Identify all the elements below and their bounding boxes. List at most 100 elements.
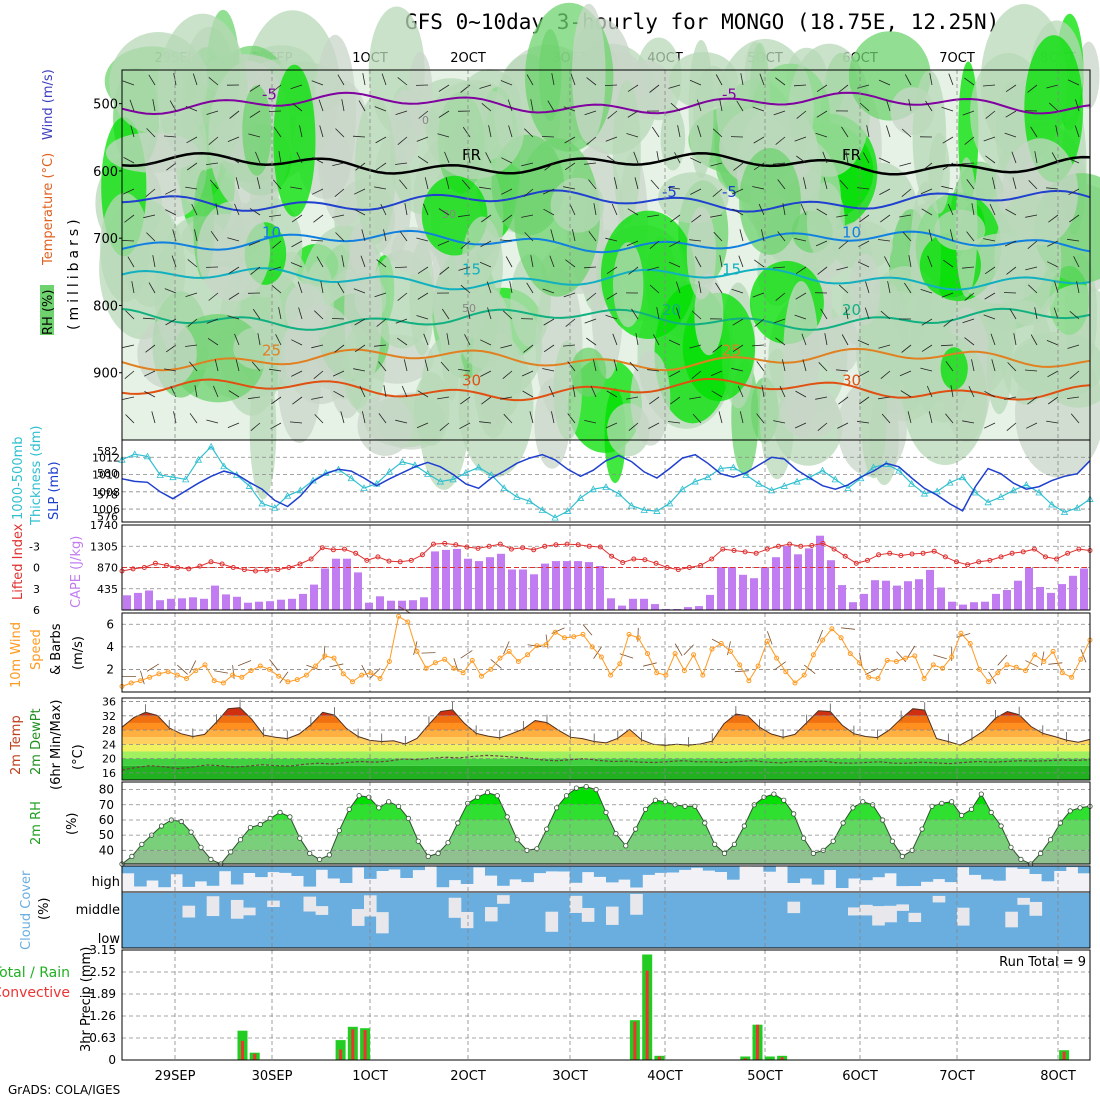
wind-speed-marker <box>193 668 199 674</box>
thickness-marker <box>895 466 903 474</box>
precip-conv-bar <box>633 1021 637 1060</box>
cape-bar <box>739 574 747 610</box>
wind-barb <box>313 370 324 380</box>
wind-speed-marker <box>1078 656 1084 662</box>
wind-speed-marker <box>903 655 909 661</box>
cloud-high-bar <box>206 866 220 886</box>
li-marker <box>887 550 893 556</box>
wind-barb <box>152 99 156 112</box>
rh-marker <box>771 791 777 797</box>
wind-barb <box>480 339 492 346</box>
wind-barb <box>859 102 870 112</box>
wind-barb <box>606 390 618 398</box>
wind-barb <box>507 99 513 112</box>
wind-barb <box>649 396 660 405</box>
wind-barb <box>129 99 135 112</box>
wind-barb <box>1027 240 1038 250</box>
wind-barb <box>146 128 156 138</box>
rh-marker <box>810 850 817 857</box>
wind-panel <box>119 606 1093 692</box>
wind-barb <box>131 281 135 294</box>
cape-bar <box>882 580 890 610</box>
temp-frame <box>121 697 1091 781</box>
wind-barb <box>251 361 261 372</box>
rh-marker <box>613 830 619 837</box>
li-tick-label: -3 <box>29 540 40 553</box>
wind-speed-marker <box>276 673 282 679</box>
wind-barb <box>1068 188 1080 196</box>
cape-bar <box>123 595 131 610</box>
rh-marker <box>761 794 767 800</box>
wind-barb <box>335 232 345 242</box>
cloud-high-bar <box>1041 866 1055 882</box>
wind-barb <box>331 318 345 320</box>
rh-marker <box>919 826 925 832</box>
thickness-marker <box>984 498 992 506</box>
rh-marker <box>741 823 747 829</box>
cloud-high-bar <box>194 866 208 882</box>
wind-barb <box>549 255 555 268</box>
wind-barb <box>1073 256 1080 268</box>
wind-barb-10m <box>361 664 369 678</box>
rh-marker <box>277 809 283 816</box>
wind-barb <box>668 421 681 424</box>
rh-tick-label: 80 <box>99 783 114 797</box>
chart-title: GFS 0~10day 3-hourly for MONGO (18.75E, … <box>405 10 1000 34</box>
wind-barb <box>887 281 891 294</box>
wind-barb <box>732 208 744 216</box>
wind-barb <box>337 74 345 86</box>
wind-barb <box>962 318 975 324</box>
wind-barb <box>961 162 975 165</box>
wind-barb <box>206 318 219 324</box>
wind-barb <box>187 259 198 268</box>
wind-barb <box>542 288 555 294</box>
wind-barb <box>524 128 534 138</box>
cloud-middle-label: middle <box>76 903 120 918</box>
rh-contour-fill <box>688 39 714 179</box>
wind-speed-marker <box>580 631 586 637</box>
cloud-high-bar <box>485 866 498 876</box>
wind-barb <box>942 136 954 144</box>
wind-speed-marker <box>396 613 402 619</box>
wind-barb <box>696 99 702 112</box>
precip-tick-label: 0.63 <box>89 1031 116 1045</box>
wind-barb <box>991 359 996 372</box>
cloud-high-bar <box>460 866 474 884</box>
wind-speed-marker <box>202 662 208 668</box>
thickness-marker <box>793 477 801 485</box>
wind-barb <box>416 422 429 429</box>
cape-bar <box>607 598 615 610</box>
cape-label: CAPE (J/kg) <box>69 536 84 608</box>
cloud-high-bar <box>727 866 740 880</box>
wind-barb <box>332 370 345 377</box>
li-marker <box>942 554 948 560</box>
wind-barb <box>547 100 555 112</box>
thickness-marker <box>194 455 203 463</box>
wind-barb <box>464 334 471 346</box>
wind-speed-marker <box>746 678 752 684</box>
bottom-date-label: 5OCT <box>747 1069 783 1084</box>
li-line <box>121 542 1091 572</box>
pressure-tick-label: 900 <box>93 367 118 382</box>
cloud-high-bar <box>606 866 619 883</box>
wind-barb <box>692 413 702 424</box>
isotherm-label: -5 <box>262 86 277 104</box>
wind-barb <box>943 318 954 327</box>
cape-bar <box>761 567 769 610</box>
li-marker <box>208 559 214 565</box>
wind-barb <box>1069 310 1080 320</box>
wind-barb <box>841 334 849 346</box>
wind-speed-marker <box>432 660 438 666</box>
cloud-high-bar <box>448 866 462 881</box>
wind-barb <box>337 282 345 294</box>
wind-barb-10m <box>237 660 252 667</box>
wind-barb <box>793 84 807 87</box>
wind-barb <box>677 125 681 138</box>
wind-barb <box>269 266 282 271</box>
pressure-tick-label: 800 <box>93 299 118 314</box>
cloud-high-bar <box>884 866 897 874</box>
wind-speed-marker <box>340 671 346 677</box>
wind-barb <box>290 186 303 190</box>
wind-barb <box>1005 84 1017 93</box>
rh-marker <box>395 803 402 809</box>
